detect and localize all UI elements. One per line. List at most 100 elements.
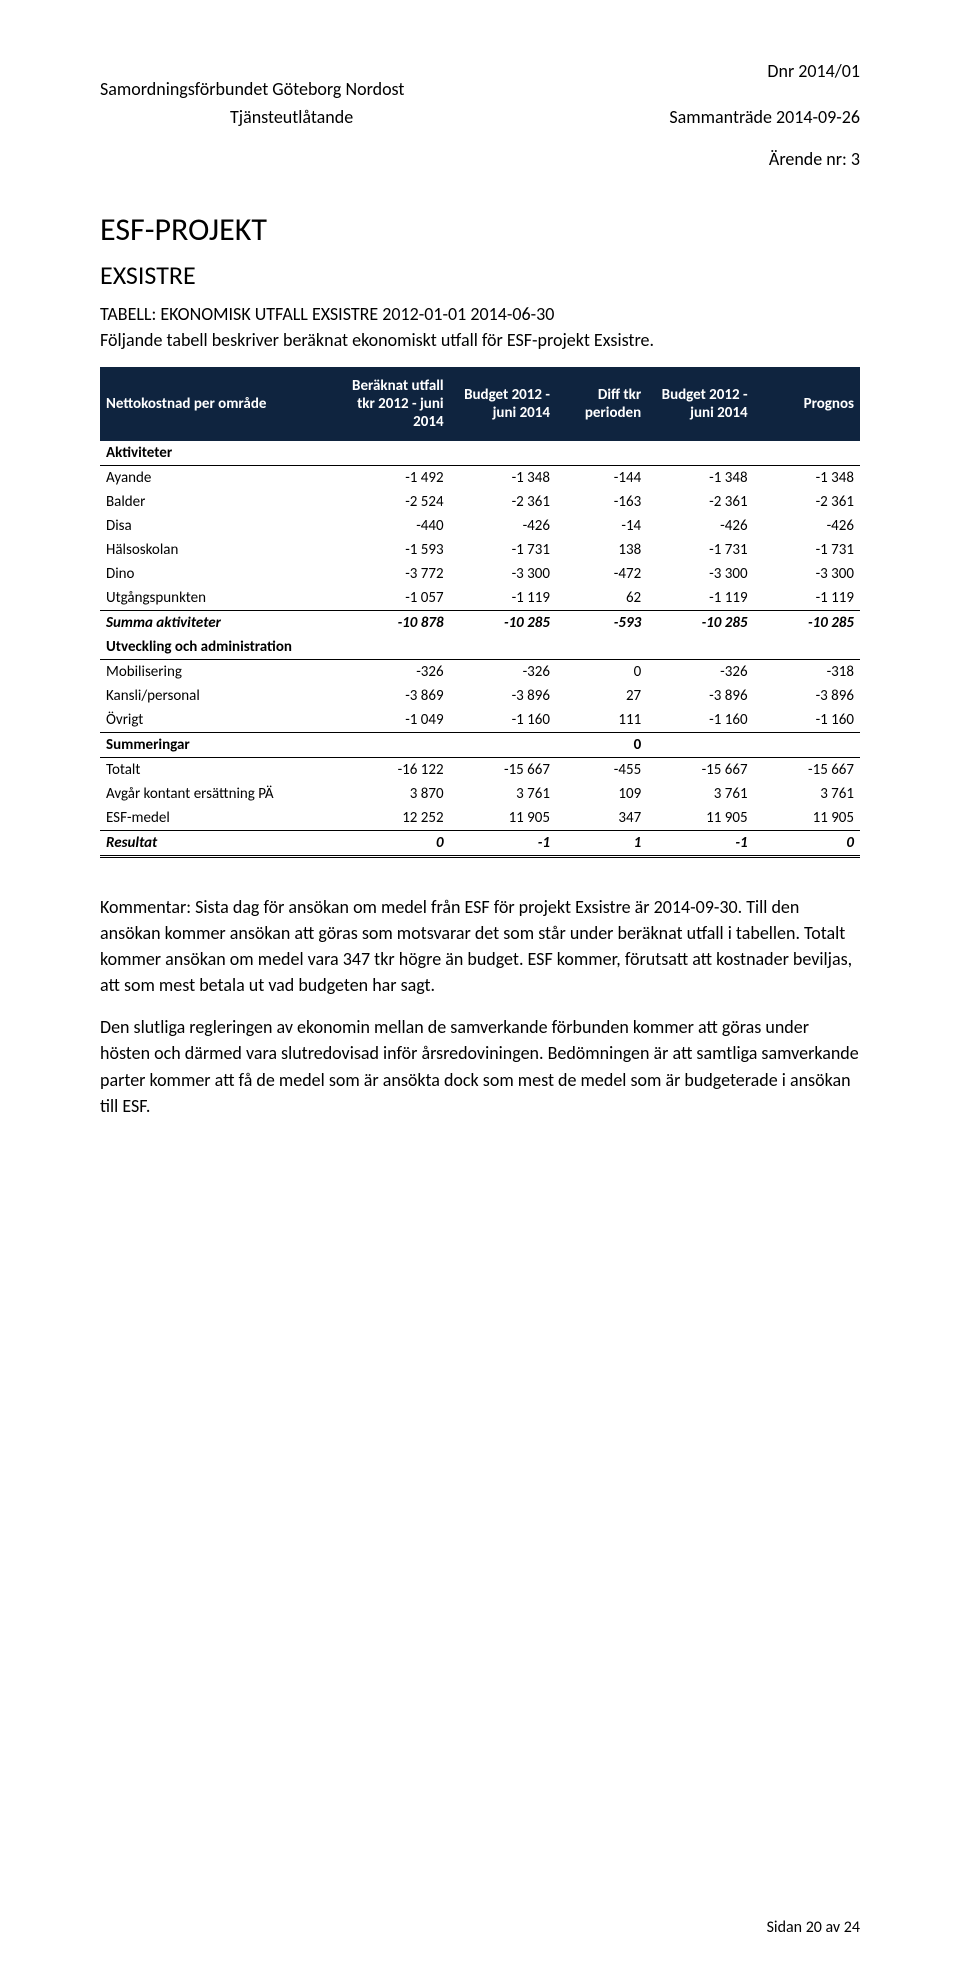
table-cell: 0 bbox=[754, 831, 860, 857]
table-cell: Mobilisering bbox=[100, 660, 343, 685]
table-cell: -1 049 bbox=[343, 708, 449, 733]
table-cell: -16 122 bbox=[343, 758, 449, 783]
table-cell: -10 878 bbox=[343, 611, 449, 636]
table-header-cell: Prognos bbox=[754, 367, 860, 441]
table-section-header: Aktiviteter bbox=[100, 441, 860, 466]
table-cell: Dino bbox=[100, 562, 343, 586]
table-cell: Utgångspunkten bbox=[100, 586, 343, 611]
table-cell: -1 160 bbox=[450, 708, 556, 733]
table-cell: -3 300 bbox=[450, 562, 556, 586]
table-cell: -1 492 bbox=[343, 466, 449, 491]
table-cell: Kansli/personal bbox=[100, 684, 343, 708]
table-cell: ESF-medel bbox=[100, 806, 343, 831]
table-cell bbox=[754, 733, 860, 758]
table-cell: -426 bbox=[647, 514, 753, 538]
table-header-cell: Beräknat utfall tkr 2012 - juni 2014 bbox=[343, 367, 449, 441]
table-row: Totalt-16 122-15 667-455-15 667-15 667 bbox=[100, 758, 860, 783]
table-row: Mobilisering-326-3260-326-318 bbox=[100, 660, 860, 685]
table-description: Följande tabell beskriver beräknat ekono… bbox=[100, 329, 860, 351]
table-summeringar-header: Summeringar0 bbox=[100, 733, 860, 758]
table-cell: -3 896 bbox=[754, 684, 860, 708]
header-sub-row: Tjänsteutlåtande Sammanträde 2014-09-26 bbox=[100, 106, 860, 128]
table-cell: -14 bbox=[556, 514, 647, 538]
table-cell: -326 bbox=[450, 660, 556, 685]
table-cell: -426 bbox=[450, 514, 556, 538]
table-cell: 0 bbox=[343, 831, 449, 857]
table-row: Hälsoskolan-1 593-1 731138-1 731-1 731 bbox=[100, 538, 860, 562]
table-cell: -1 bbox=[450, 831, 556, 857]
table-cell: Summa aktiviteter bbox=[100, 611, 343, 636]
table-cell: 109 bbox=[556, 782, 647, 806]
table-cell: -326 bbox=[343, 660, 449, 685]
table-section-title: Aktiviteter bbox=[100, 441, 860, 466]
arende-number: Ärende nr: 3 bbox=[100, 148, 860, 170]
document-page: Samordningsförbundet Göteborg Nordost Dn… bbox=[0, 0, 960, 1977]
header-right: Dnr 2014/01 bbox=[767, 60, 860, 100]
table-section-header: Utveckling och administration bbox=[100, 635, 860, 660]
table-cell: -455 bbox=[556, 758, 647, 783]
table-row: Disa-440-426-14-426-426 bbox=[100, 514, 860, 538]
table-cell: -15 667 bbox=[647, 758, 753, 783]
table-cell: 0 bbox=[556, 733, 647, 758]
table-cell: Hälsoskolan bbox=[100, 538, 343, 562]
table-cell: 3 761 bbox=[647, 782, 753, 806]
table-row: Övrigt-1 049-1 160111-1 160-1 160 bbox=[100, 708, 860, 733]
header-doc-type: Tjänsteutlåtande bbox=[230, 106, 353, 128]
table-cell: -3 300 bbox=[647, 562, 753, 586]
header-meeting: Sammanträde 2014-09-26 bbox=[669, 106, 860, 128]
table-cell bbox=[343, 733, 449, 758]
table-cell: -472 bbox=[556, 562, 647, 586]
table-header-cell: Budget 2012 - juni 2014 bbox=[450, 367, 556, 441]
table-row: Utgångspunkten-1 057-1 11962-1 119-1 119 bbox=[100, 586, 860, 611]
table-cell: -1 731 bbox=[450, 538, 556, 562]
financial-table: Nettokostnad per områdeBeräknat utfall t… bbox=[100, 367, 860, 858]
table-cell: -1 119 bbox=[754, 586, 860, 611]
table-cell bbox=[450, 733, 556, 758]
table-cell: 27 bbox=[556, 684, 647, 708]
table-cell: -3 896 bbox=[450, 684, 556, 708]
table-cell: Balder bbox=[100, 490, 343, 514]
body-paragraph-2: Den slutliga regleringen av ekonomin mel… bbox=[100, 1014, 860, 1118]
table-row: Kansli/personal-3 869-3 89627-3 896-3 89… bbox=[100, 684, 860, 708]
table-cell: Övrigt bbox=[100, 708, 343, 733]
table-cell: 347 bbox=[556, 806, 647, 831]
table-cell: -318 bbox=[754, 660, 860, 685]
table-row: ESF-medel12 25211 90534711 90511 905 bbox=[100, 806, 860, 831]
table-cell: -1 348 bbox=[647, 466, 753, 491]
table-cell: -3 896 bbox=[647, 684, 753, 708]
table-caption: TABELL: EKONOMISK UTFALL EXSISTRE 2012-0… bbox=[100, 303, 860, 325]
table-cell bbox=[647, 733, 753, 758]
table-body: AktiviteterAyande-1 492-1 348-144-1 348-… bbox=[100, 441, 860, 857]
table-cell: -10 285 bbox=[647, 611, 753, 636]
table-cell: -2 524 bbox=[343, 490, 449, 514]
table-cell: -10 285 bbox=[754, 611, 860, 636]
table-header-cell: Budget 2012 - juni 2014 bbox=[647, 367, 753, 441]
table-cell: 62 bbox=[556, 586, 647, 611]
table-cell: -1 160 bbox=[754, 708, 860, 733]
table-cell: 11 905 bbox=[647, 806, 753, 831]
table-cell: 0 bbox=[556, 660, 647, 685]
page-title: ESF-PROJEKT bbox=[100, 210, 860, 249]
table-cell: -1 731 bbox=[754, 538, 860, 562]
table-cell: -1 119 bbox=[450, 586, 556, 611]
table-cell: -593 bbox=[556, 611, 647, 636]
table-row: Summa aktiviteter-10 878-10 285-593-10 2… bbox=[100, 611, 860, 636]
table-cell: 3 870 bbox=[343, 782, 449, 806]
table-cell: Resultat bbox=[100, 831, 343, 857]
table-cell: -3 300 bbox=[754, 562, 860, 586]
table-cell: -426 bbox=[754, 514, 860, 538]
table-cell: -1 bbox=[647, 831, 753, 857]
header-dnr: Dnr 2014/01 bbox=[767, 60, 860, 82]
table-cell: -1 119 bbox=[647, 586, 753, 611]
table-cell: 11 905 bbox=[450, 806, 556, 831]
table-cell: -1 057 bbox=[343, 586, 449, 611]
table-cell: -3 772 bbox=[343, 562, 449, 586]
body-paragraph-1: Kommentar: Sista dag för ansökan om mede… bbox=[100, 894, 860, 998]
table-header-row: Nettokostnad per områdeBeräknat utfall t… bbox=[100, 367, 860, 441]
table-cell: 3 761 bbox=[754, 782, 860, 806]
table-cell: -3 869 bbox=[343, 684, 449, 708]
table-cell: Disa bbox=[100, 514, 343, 538]
header-row: Samordningsförbundet Göteborg Nordost Dn… bbox=[100, 60, 860, 100]
table-cell: 3 761 bbox=[450, 782, 556, 806]
table-cell: -1 593 bbox=[343, 538, 449, 562]
